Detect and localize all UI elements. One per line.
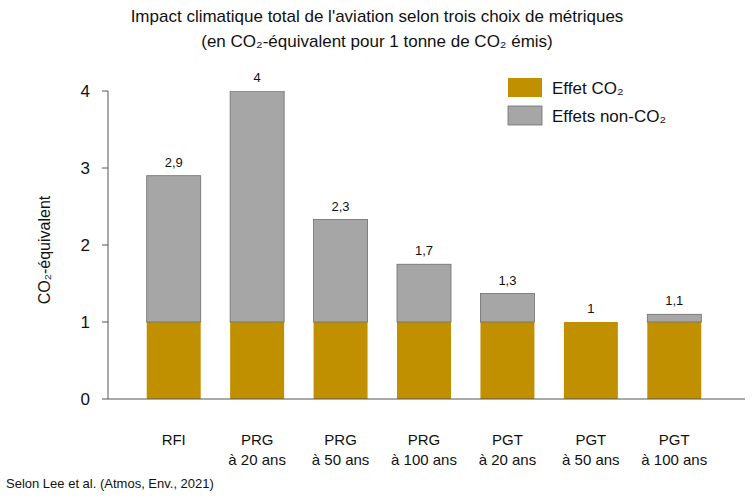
bar-segment [397,322,451,399]
y-tick [102,91,108,92]
legend-label: Effet CO₂ [552,79,623,98]
bar-segment [647,322,701,399]
y-tick [102,399,108,400]
total-label: 4 [254,70,261,85]
y-tick-label: 0 [81,390,90,409]
x-tick-label: PRGà 50 ans [312,431,370,468]
y-tick [102,245,108,246]
bars [147,91,702,399]
total-label: 1,7 [415,243,433,258]
total-label: 1,3 [498,273,516,288]
y-tick [102,322,108,323]
legend-label: Effets non-CO₂ [552,107,666,126]
subtitle: (en CO₂-équivalent pour 1 tonne de CO₂ é… [201,32,552,51]
legend-swatch [508,78,542,97]
total-label: 2,3 [332,199,350,214]
bar-segment [314,322,368,399]
total-label: 1 [587,301,594,316]
source: Selon Lee et al. (Atmos, Env., 2021) [6,476,214,491]
x-tick-label: PRGà 100 ans [391,431,457,468]
bar-segment [564,322,618,399]
total-label: 1,1 [665,293,683,308]
bar-segment [230,322,284,399]
y-tick-label: 2 [81,236,90,255]
bar-segment [564,322,618,323]
chart-svg: Impact climatique total de l'aviation se… [0,0,754,502]
y-tick-label: 4 [81,82,90,101]
bar-segment [147,176,201,322]
y-axis-label: CO₂-équivalent [36,195,53,304]
title: Impact climatique total de l'aviation se… [131,7,624,26]
bar-segment [480,322,534,399]
bar-segment [397,264,451,322]
x-axis-line [108,399,745,400]
y-tick [102,168,108,169]
legend-swatch [508,106,542,125]
x-tick-label: PGTà 100 ans [641,431,707,468]
x-tick-label: PGTà 50 ans [562,431,620,468]
y-tick-label: 3 [81,159,90,178]
chart-container: Impact climatique total de l'aviation se… [0,0,754,502]
total-label: 2,9 [165,155,183,170]
x-tick-label: PRGà 20 ans [228,431,286,468]
x-tick-label: PGTà 20 ans [479,431,537,468]
bar-segment [147,322,201,399]
y-tick-label: 1 [81,313,90,332]
x-tick-label: RFI [162,431,186,448]
bar-segment [314,220,368,322]
bar-segment [480,294,534,322]
bar-segment [647,314,701,322]
bar-segment [230,91,284,322]
